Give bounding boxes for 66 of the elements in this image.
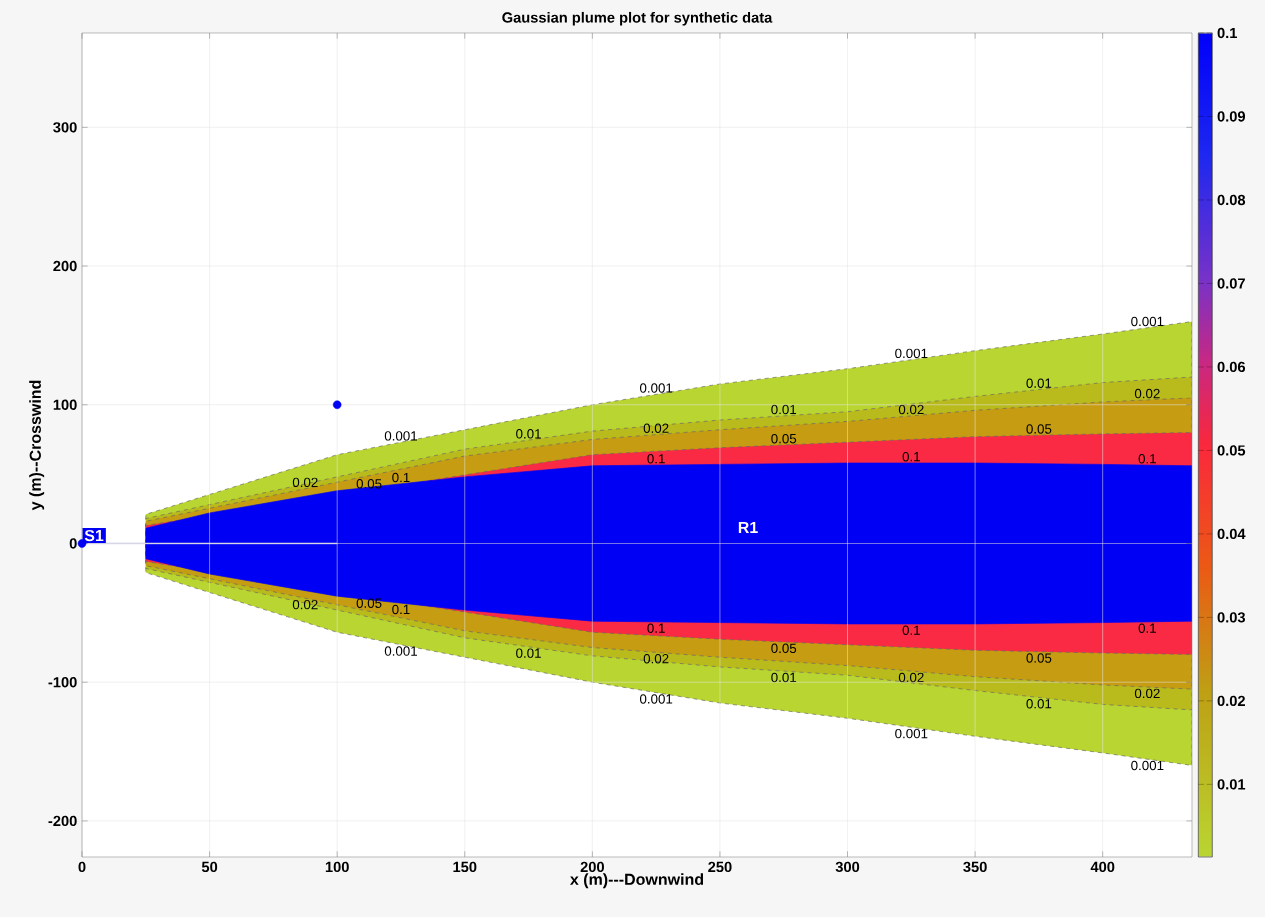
y-tick-label: 0 bbox=[69, 538, 77, 549]
chart-title: Gaussian plume plot for synthetic data bbox=[502, 11, 773, 26]
x-tick-label: 250 bbox=[708, 861, 732, 873]
text: 0.001 bbox=[895, 728, 928, 739]
color-bar-label: 0.01 bbox=[1217, 779, 1246, 790]
text: 0.02 bbox=[643, 423, 669, 433]
y-tick-label: 100 bbox=[53, 399, 77, 410]
y-tick-label: 200 bbox=[53, 260, 77, 272]
text: 0.01 bbox=[771, 672, 797, 683]
text: 0.1 bbox=[647, 623, 665, 633]
text: 0.02 bbox=[643, 653, 669, 664]
series-label: 0.001 bbox=[1131, 760, 1164, 771]
x-tick-label: 50 bbox=[201, 861, 218, 873]
text: 0.001 bbox=[384, 431, 418, 441]
series-label: 0.05 bbox=[356, 479, 382, 489]
color-bar-label: 0.09 bbox=[1217, 111, 1246, 122]
series-label: 0.1 bbox=[392, 604, 410, 615]
x-tick-label: 150 bbox=[453, 861, 477, 873]
text: 0.02 bbox=[292, 477, 318, 488]
color-bar-label: 0.05 bbox=[1217, 445, 1246, 456]
text: 0.1 bbox=[902, 451, 920, 462]
color-bar-label: 0.07 bbox=[1217, 278, 1245, 289]
x-tick-label: 350 bbox=[963, 861, 987, 873]
y-tick-label: -100 bbox=[48, 677, 77, 688]
text: 0.05 bbox=[771, 433, 797, 444]
x-tick-label: 0 bbox=[78, 861, 86, 873]
series-label: 0.05 bbox=[356, 598, 382, 608]
text: 0.02 bbox=[1134, 688, 1160, 699]
series-label: 0.01 bbox=[516, 648, 541, 658]
series-label: 0.02 bbox=[898, 404, 924, 415]
text: 0.02 bbox=[1134, 388, 1160, 399]
text: 0.1 bbox=[1138, 454, 1156, 464]
color-bar-label: 0.1 bbox=[1217, 27, 1237, 39]
text: 0.1 bbox=[647, 454, 665, 464]
series-label: 0.001 bbox=[1131, 316, 1164, 327]
text: 0.1 bbox=[902, 625, 920, 635]
text: 0.05 bbox=[771, 643, 797, 653]
text: 0.1 bbox=[1138, 623, 1156, 633]
text: 0.05 bbox=[1026, 424, 1052, 434]
color-bar-label: 0.06 bbox=[1217, 361, 1246, 373]
text: 0.05 bbox=[1026, 653, 1052, 663]
text: 0.001 bbox=[384, 646, 418, 656]
y-axis-title: y (m)--Crosswind bbox=[29, 380, 45, 511]
color-bar-label: 0.04 bbox=[1217, 528, 1246, 540]
x-tick-label: 400 bbox=[1090, 861, 1115, 873]
text: 0.02 bbox=[292, 599, 318, 610]
series-label: 0.1 bbox=[392, 472, 410, 483]
text: 0.001 bbox=[639, 694, 673, 704]
color-bar-label: 0.08 bbox=[1217, 194, 1246, 206]
text: 0.001 bbox=[895, 348, 928, 359]
text: 0.01 bbox=[1026, 378, 1052, 388]
text: 0.001 bbox=[639, 383, 673, 393]
color-bar-label: 0.03 bbox=[1217, 612, 1246, 623]
series-label: 0.02 bbox=[898, 672, 924, 683]
y-tick-label: 300 bbox=[53, 122, 77, 133]
y-tick-label: -200 bbox=[48, 815, 77, 827]
annotation: S1 bbox=[84, 529, 104, 542]
x-tick-label: 100 bbox=[325, 861, 349, 873]
text: 0.01 bbox=[1026, 699, 1052, 709]
color-bar-label: 0.02 bbox=[1217, 695, 1245, 707]
text: 0.01 bbox=[771, 404, 797, 415]
x-tick-label: 300 bbox=[835, 861, 860, 873]
x-axis-title: x (m)---Downwind bbox=[570, 873, 704, 889]
series-label: 0.01 bbox=[516, 429, 541, 439]
x-tick-label: 200 bbox=[580, 861, 604, 873]
annotation: R1 bbox=[738, 521, 758, 533]
